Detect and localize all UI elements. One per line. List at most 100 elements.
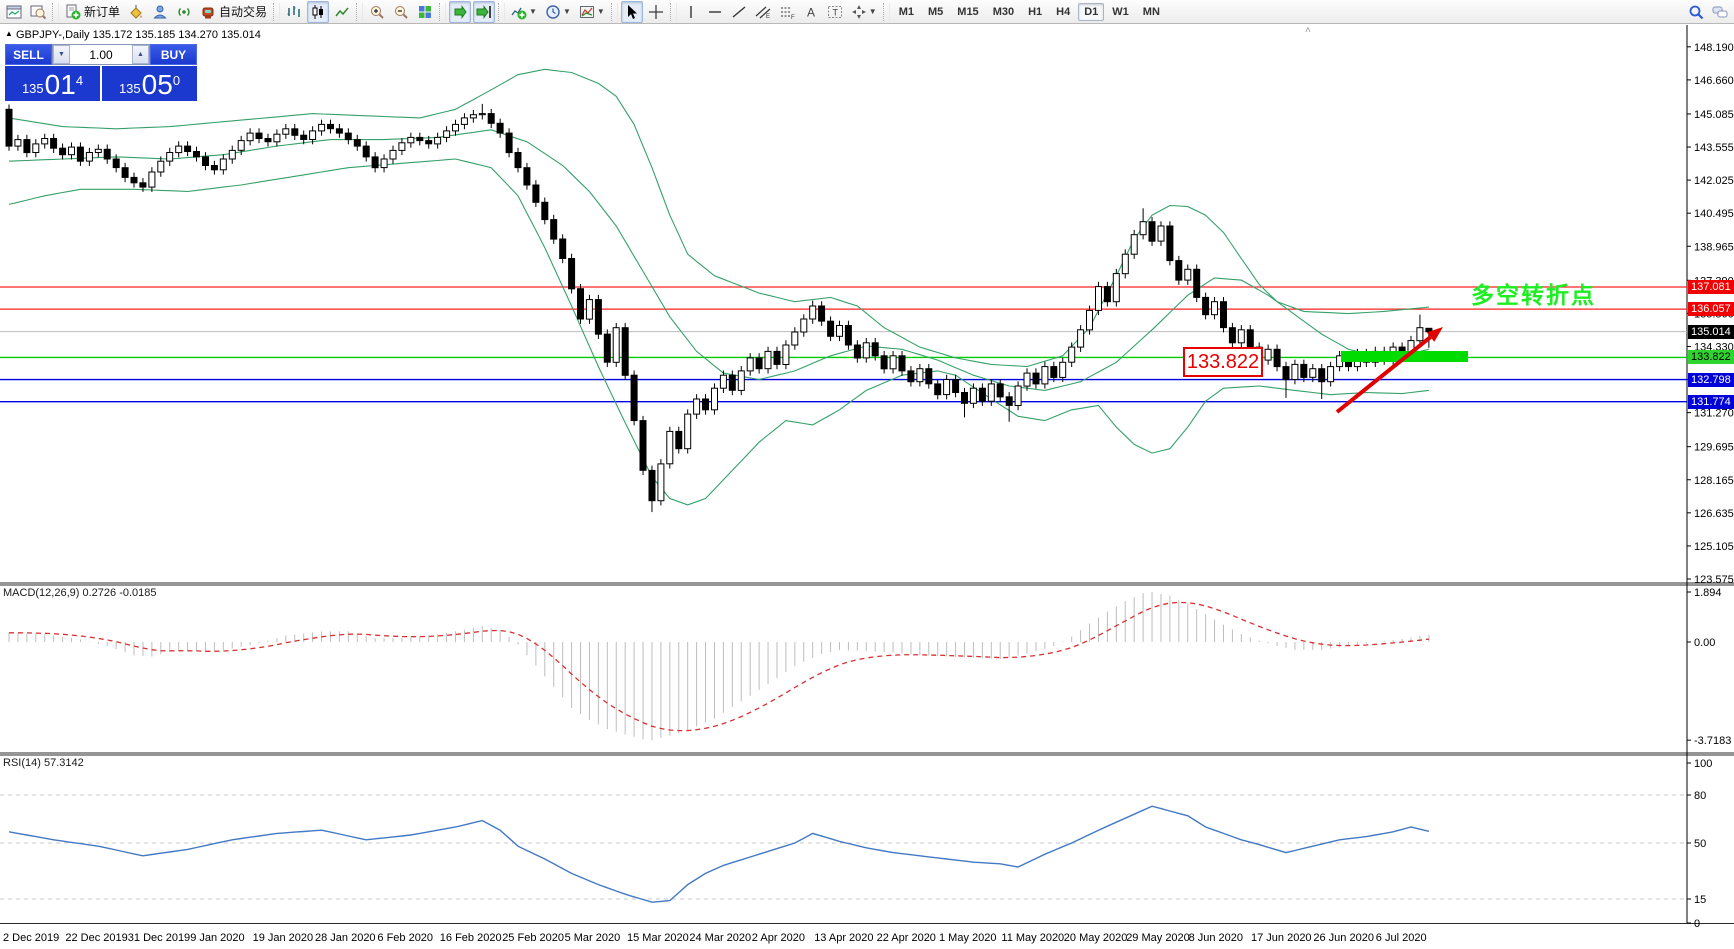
vertical-line-button[interactable] bbox=[680, 1, 702, 23]
zoom-in-button[interactable] bbox=[366, 1, 388, 23]
sell-price-pips: 01 bbox=[44, 69, 76, 100]
candlestick-chart-button[interactable] bbox=[307, 0, 330, 23]
crosshair-button[interactable] bbox=[645, 1, 667, 23]
vertical-line-icon bbox=[683, 4, 699, 20]
timeframe-d1-button[interactable]: D1 bbox=[1078, 2, 1105, 21]
bar-chart-button[interactable] bbox=[283, 1, 305, 23]
autotrading-icon bbox=[200, 4, 216, 20]
price-tick-label: 125.105 bbox=[1694, 541, 1734, 553]
price-tick-label: 142.025 bbox=[1694, 175, 1734, 187]
indicators-caret-icon[interactable]: ▼ bbox=[529, 7, 537, 16]
line-chart-button[interactable] bbox=[331, 1, 353, 23]
toolbar-separator bbox=[273, 2, 281, 21]
volume-increase-button[interactable]: ▲ bbox=[132, 45, 149, 64]
templates-button[interactable]: ▼ bbox=[576, 1, 608, 23]
macd-signal-line bbox=[9, 601, 1429, 732]
new-order-icon bbox=[65, 4, 81, 20]
sell-button[interactable]: SELL bbox=[5, 44, 52, 65]
line-chart-icon bbox=[334, 4, 350, 20]
volume-input[interactable]: 1.00 bbox=[89, 47, 113, 62]
auto-scroll-button[interactable] bbox=[449, 0, 472, 23]
toolbar: 新订单 自动交易 ▼ ▼ ▼ E F A T ▼ M1 M5 M15 M30 H1 H4 D1 W1 MN bbox=[0, 0, 1734, 24]
templates-icon bbox=[579, 4, 595, 20]
community-icon bbox=[1712, 4, 1728, 20]
price-tick-label: 126.635 bbox=[1694, 508, 1734, 520]
timeframe-w1-button[interactable]: W1 bbox=[1112, 5, 1129, 18]
timeframe-mn-button[interactable]: MN bbox=[1142, 5, 1160, 18]
buy-price[interactable]: 135 05 0 bbox=[102, 66, 197, 101]
candlestick-series bbox=[5, 103, 1433, 513]
periods-button[interactable]: ▼ bbox=[542, 1, 574, 23]
cursor-button[interactable] bbox=[620, 0, 643, 23]
tile-windows-button[interactable] bbox=[414, 1, 436, 23]
chart-expand-caret[interactable]: ˄ bbox=[1305, 25, 1311, 36]
zoom-out-button[interactable] bbox=[390, 1, 412, 23]
timeframe-m30-button[interactable]: M30 bbox=[992, 5, 1015, 18]
date-label: 22 Dec 2019 bbox=[65, 932, 127, 944]
periods-caret-icon[interactable]: ▼ bbox=[562, 7, 571, 16]
equidistant-channel-button[interactable]: E bbox=[752, 1, 774, 23]
timeframe-h1-button[interactable]: H1 bbox=[1028, 5, 1043, 18]
templates-caret-icon[interactable]: ▼ bbox=[596, 7, 605, 16]
fibonacci-button[interactable]: F bbox=[776, 1, 798, 23]
community-button[interactable] bbox=[1709, 1, 1731, 23]
autotrading-button[interactable]: 自动交易 bbox=[197, 1, 270, 23]
text-label-button[interactable]: T bbox=[824, 1, 846, 23]
date-label: 11 May 2020 bbox=[1001, 932, 1064, 944]
toolbar-separator bbox=[52, 2, 59, 21]
price-tick-label: 128.165 bbox=[1694, 475, 1734, 487]
arrows-caret-icon[interactable]: ▼ bbox=[868, 7, 877, 16]
date-label: 2 Dec 2019 bbox=[3, 932, 59, 944]
trendline-icon bbox=[731, 4, 747, 20]
date-label: 28 Jan 2020 bbox=[315, 932, 376, 944]
new-chart-icon bbox=[6, 4, 22, 20]
date-label: 8 Jun 2020 bbox=[1189, 932, 1243, 944]
volume-decrease-button[interactable]: ▼ bbox=[53, 45, 70, 64]
equidistant-channel-icon: E bbox=[755, 4, 771, 20]
trendline-button[interactable] bbox=[728, 1, 750, 23]
price-tag: 133.822 bbox=[1688, 350, 1734, 364]
price-tick-label: 138.965 bbox=[1694, 241, 1734, 253]
sell-price-point: 4 bbox=[75, 73, 84, 88]
toolbar-group: ▼ ▼ ▼ bbox=[507, 0, 609, 24]
toolbar-group bbox=[365, 0, 437, 24]
signals-button[interactable] bbox=[173, 1, 195, 23]
date-label: 9 Jan 2020 bbox=[190, 932, 244, 944]
toolbar-separator bbox=[356, 2, 364, 21]
indicators-button[interactable]: ▼ bbox=[508, 1, 540, 23]
toolbar-separator bbox=[610, 2, 618, 21]
date-label: 6 Feb 2020 bbox=[377, 932, 433, 944]
price-callout-label[interactable]: 133.822 bbox=[1183, 347, 1263, 377]
chart-shift-button[interactable] bbox=[473, 0, 496, 23]
date-label: 25 Feb 2020 bbox=[502, 932, 564, 944]
timeframe-h4-button[interactable]: H4 bbox=[1056, 5, 1071, 18]
new-order-button[interactable]: 新订单 bbox=[62, 1, 123, 23]
price-tag: 136.057 bbox=[1688, 302, 1734, 316]
market-watch-button[interactable] bbox=[149, 1, 171, 23]
window-expand-icon[interactable]: ▲ bbox=[5, 29, 13, 38]
bollinger-upper-band bbox=[8, 68, 1429, 368]
profiles-button[interactable] bbox=[27, 1, 49, 23]
timeframe-m15-button[interactable]: M15 bbox=[957, 5, 979, 18]
rsi-tick-label: 100 bbox=[1694, 758, 1712, 770]
price-tick-label: 148.190 bbox=[1694, 42, 1734, 54]
sell-price-figure: 135 bbox=[21, 81, 44, 96]
sell-price[interactable]: 135 01 4 bbox=[5, 66, 100, 101]
search-button[interactable] bbox=[1685, 1, 1707, 23]
styler-button[interactable] bbox=[125, 1, 147, 23]
rsi-tick-label: 80 bbox=[1694, 790, 1706, 802]
macd-tick-label: -3.7183 bbox=[1694, 735, 1731, 747]
arrows-button[interactable]: ▼ bbox=[848, 1, 880, 23]
new-chart-button[interactable] bbox=[3, 1, 25, 23]
horizontal-line-button[interactable] bbox=[704, 1, 726, 23]
buy-button[interactable]: BUY bbox=[150, 44, 197, 65]
timeframe-m1-button[interactable]: M1 bbox=[898, 5, 914, 18]
toolbar-separator bbox=[669, 2, 677, 21]
price-tag: 131.774 bbox=[1688, 395, 1734, 409]
price-tick-label: 143.555 bbox=[1694, 142, 1734, 154]
fibonacci-icon: F bbox=[779, 4, 795, 20]
timeframe-m5-button[interactable]: M5 bbox=[928, 5, 944, 18]
text-button[interactable]: A bbox=[800, 1, 822, 23]
price-tag: 137.081 bbox=[1688, 280, 1734, 294]
